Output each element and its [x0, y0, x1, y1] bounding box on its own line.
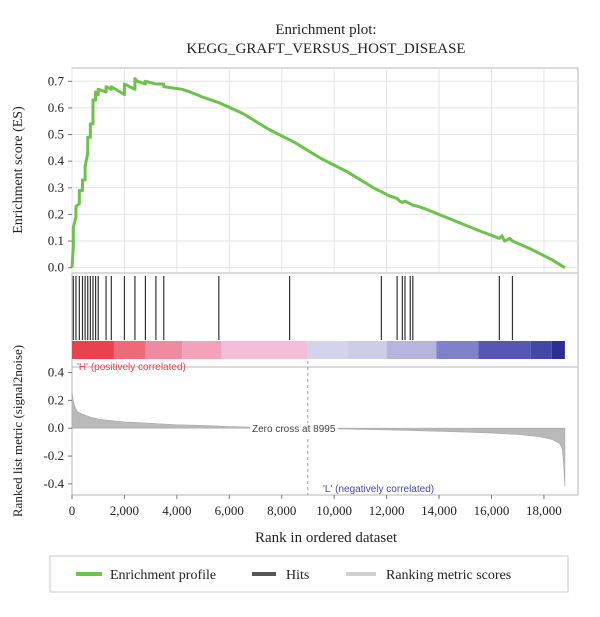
- es-y-tick-label: 0.5: [48, 127, 64, 142]
- legend-label-hits: Hits: [286, 568, 309, 583]
- chart-title: Enrichment plot:: [275, 22, 376, 38]
- color-bar-segment: [182, 341, 222, 359]
- es-y-tick-label: 0.4: [48, 153, 65, 168]
- color-bar-segment: [221, 341, 308, 359]
- x-tick-label: 8,000: [267, 503, 296, 518]
- zero-cross-label: Zero cross at 8995: [252, 424, 336, 435]
- es-y-tick-label: 0.7: [48, 73, 65, 88]
- es-y-tick-label: 0.3: [48, 180, 64, 195]
- hit-marks: [72, 276, 514, 340]
- color-bar-segment: [347, 341, 387, 359]
- color-bar-segment: [145, 341, 183, 359]
- enrichment-profile-line: [70, 77, 566, 269]
- x-tick-label: 14,000: [421, 503, 457, 518]
- x-tick-label: 10,000: [316, 503, 352, 518]
- color-bar-segment: [72, 341, 114, 359]
- ranked-y-tick-label: 0.4: [48, 365, 65, 380]
- ranked-metric-series: [71, 391, 566, 487]
- legend: Enrichment profile Hits Ranking metric s…: [49, 555, 569, 593]
- es-y-tick-label: 0.1: [48, 233, 64, 248]
- es-y-tick-label: 0.2: [48, 206, 64, 221]
- positive-correlated-label: 'H' (positively correlated): [77, 362, 186, 373]
- grid-lines: [71, 68, 578, 273]
- ranked-y-tick-label: -0.2: [43, 448, 64, 463]
- es-y-tick-label: 0.6: [48, 100, 65, 115]
- color-bar-segment: [386, 341, 437, 359]
- x-tick-label: 0: [69, 503, 76, 518]
- color-bar-segment: [307, 341, 348, 359]
- enrichment-panel-frame: [71, 67, 579, 274]
- legend-label-ranking-metric: Ranking metric scores: [386, 568, 511, 583]
- enrichment-profile: [70, 77, 566, 269]
- x-axis-label: Rank in ordered dataset: [255, 530, 398, 546]
- ranked-y-tick-label: -0.4: [43, 476, 64, 491]
- color-bar-segment: [551, 341, 565, 359]
- color-bar: [72, 341, 565, 359]
- color-bar-segment: [436, 341, 479, 359]
- chart-subtitle: KEGG_GRAFT_VERSUS_HOST_DISEASE: [186, 41, 465, 57]
- x-tick-label: 16,000: [474, 503, 510, 518]
- x-tick-label: 2,000: [110, 503, 139, 518]
- es-y-tick-label: 0.0: [48, 260, 64, 275]
- color-bar-segment: [113, 341, 146, 359]
- color-bar-segment: [530, 341, 552, 359]
- axis-ticks: 0 2,000 4,000 6,000 8,000 10,000 12,000 14,000 1…: [43, 73, 561, 518]
- negative-correlated-label: 'L' (negatively correlated): [323, 484, 434, 495]
- ranked-panel-frame: [71, 366, 579, 496]
- x-tick-label: 4,000: [162, 503, 191, 518]
- zero-cross-label-bg: [250, 423, 338, 436]
- ranked-y-tick-label: 0.2: [48, 392, 64, 407]
- es-y-axis-label: Enrichment score (ES): [11, 106, 26, 234]
- x-tick-label: 18,000: [526, 503, 562, 518]
- ranked-y-tick-label: 0.0: [48, 420, 64, 435]
- legend-frame: [49, 555, 569, 593]
- x-tick-label: 12,000: [369, 503, 405, 518]
- ranked-metric-area: [71, 361, 566, 495]
- legend-label-enrichment-profile: Enrichment profile: [110, 568, 216, 583]
- color-bar-segment: [478, 341, 531, 359]
- ranked-y-axis-label: Ranked list metric (signal2noise): [10, 345, 25, 517]
- x-tick-label: 6,000: [215, 503, 244, 518]
